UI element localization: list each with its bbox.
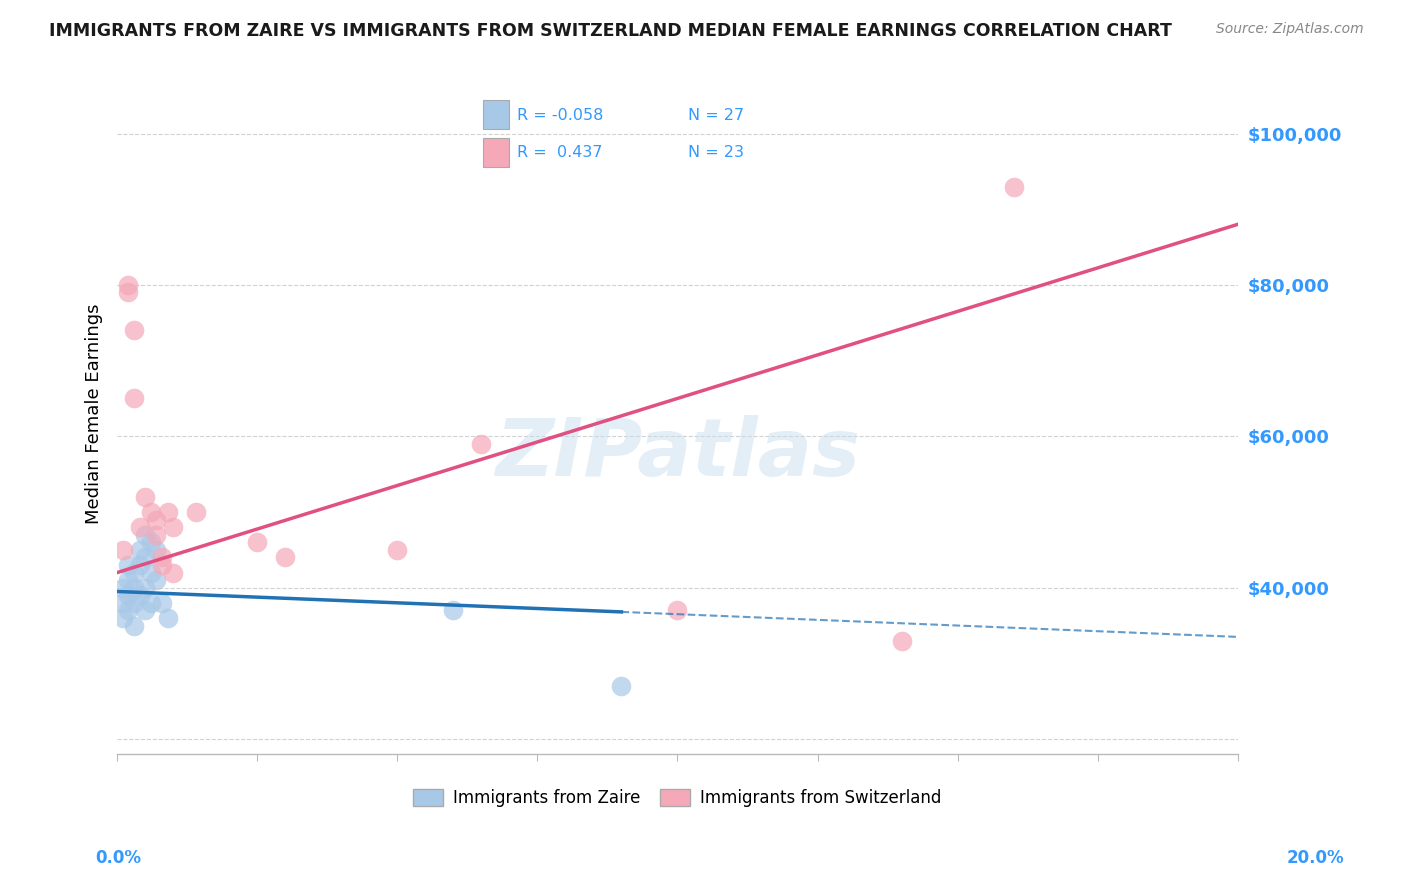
Point — [139, 505, 162, 519]
Point — [145, 542, 167, 557]
Point — [117, 558, 139, 572]
FancyBboxPatch shape — [482, 138, 509, 168]
Text: 20.0%: 20.0% — [1286, 849, 1344, 867]
Point — [117, 588, 139, 602]
Point — [128, 588, 150, 602]
Legend: Immigrants from Zaire, Immigrants from Switzerland: Immigrants from Zaire, Immigrants from S… — [406, 782, 949, 814]
Point — [610, 679, 633, 693]
Point — [134, 490, 156, 504]
Point — [122, 581, 145, 595]
Point — [139, 596, 162, 610]
Point — [134, 603, 156, 617]
Point — [122, 596, 145, 610]
Point — [139, 566, 162, 580]
FancyBboxPatch shape — [482, 100, 509, 129]
Text: Source: ZipAtlas.com: Source: ZipAtlas.com — [1216, 22, 1364, 37]
Point — [122, 392, 145, 406]
Y-axis label: Median Female Earnings: Median Female Earnings — [86, 303, 103, 524]
Point — [134, 581, 156, 595]
Point — [150, 596, 173, 610]
Point — [145, 512, 167, 526]
Point — [111, 611, 134, 625]
Point — [134, 527, 156, 541]
Text: R = -0.058: R = -0.058 — [517, 108, 603, 122]
Point — [274, 550, 297, 565]
Point — [184, 505, 207, 519]
Point — [387, 542, 409, 557]
Point — [128, 558, 150, 572]
Point — [246, 535, 269, 549]
Point — [145, 573, 167, 587]
Point — [111, 542, 134, 557]
Point — [128, 542, 150, 557]
Point — [134, 550, 156, 565]
Point — [111, 581, 134, 595]
Point — [145, 527, 167, 541]
Point — [150, 558, 173, 572]
Text: N = 23: N = 23 — [689, 145, 744, 161]
Point — [162, 520, 184, 534]
Point — [117, 573, 139, 587]
Point — [156, 505, 179, 519]
Point — [117, 277, 139, 292]
Text: R =  0.437: R = 0.437 — [517, 145, 602, 161]
Point — [470, 437, 492, 451]
Point — [122, 566, 145, 580]
Point — [139, 535, 162, 549]
Text: IMMIGRANTS FROM ZAIRE VS IMMIGRANTS FROM SWITZERLAND MEDIAN FEMALE EARNINGS CORR: IMMIGRANTS FROM ZAIRE VS IMMIGRANTS FROM… — [49, 22, 1173, 40]
Point — [1002, 179, 1025, 194]
Point — [117, 603, 139, 617]
Point — [128, 520, 150, 534]
Point — [666, 603, 689, 617]
Text: N = 27: N = 27 — [689, 108, 745, 122]
Point — [150, 550, 173, 565]
Point — [890, 633, 912, 648]
Point — [122, 618, 145, 632]
Text: ZIPatlas: ZIPatlas — [495, 416, 860, 493]
Point — [156, 611, 179, 625]
Point — [117, 285, 139, 300]
Point — [162, 566, 184, 580]
Point — [122, 323, 145, 337]
Point — [441, 603, 464, 617]
Point — [111, 596, 134, 610]
Text: 0.0%: 0.0% — [96, 849, 142, 867]
